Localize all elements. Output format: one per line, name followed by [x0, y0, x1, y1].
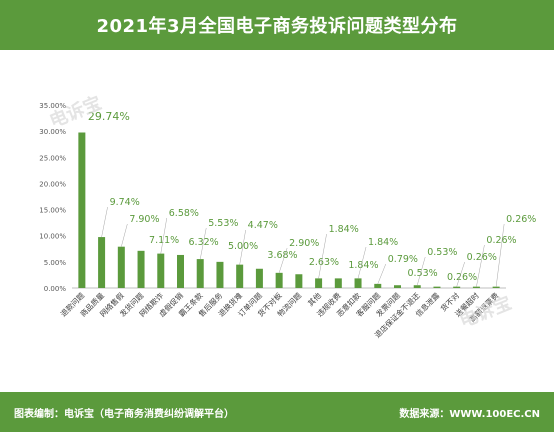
bar	[236, 264, 244, 288]
y-tick-label: 25.00%	[39, 154, 66, 162]
bar-chart: 0.00% 5.00% 10.00% 15.00% 20.00% 25.00% 30.00%…	[39, 102, 536, 340]
label-leader-line	[456, 261, 465, 287]
bar	[117, 246, 125, 288]
bar	[137, 250, 145, 288]
y-tick-label: 35.00%	[39, 102, 66, 110]
data-label: 3.68%	[267, 250, 297, 261]
label-leader-line	[476, 244, 485, 287]
data-label: 0.53%	[427, 247, 457, 258]
label-leader-line	[357, 246, 367, 279]
bar	[315, 278, 323, 288]
chart-credit: 图表编制：电诉宝（电子商务消费纠纷调解平台）	[14, 409, 234, 420]
data-label: 0.79%	[388, 254, 418, 265]
chart-area: 0.00% 5.00% 10.00% 15.00% 20.00% 25.00% 30.00%…	[0, 50, 554, 392]
label-leader-line	[239, 229, 246, 265]
bar	[216, 261, 224, 288]
label-leader-line	[160, 217, 168, 254]
bar	[394, 285, 401, 288]
label-leader-line	[318, 233, 327, 279]
y-tick-label: 30.00%	[39, 128, 66, 136]
data-label: 29.74%	[88, 110, 130, 123]
data-label: 5.53%	[208, 218, 238, 229]
label-leader-line	[495, 223, 505, 287]
data-label: 4.47%	[248, 220, 278, 231]
bar	[255, 268, 263, 288]
bar	[492, 286, 500, 288]
bar	[275, 272, 283, 288]
bar	[472, 286, 480, 288]
chart-header: 2021年3月全国电子商务投诉问题类型分布	[0, 0, 554, 50]
bar	[334, 278, 342, 288]
bar	[196, 259, 204, 288]
data-label: 1.84%	[368, 237, 398, 248]
data-label: 2.63%	[309, 257, 339, 268]
label-leader-line	[101, 206, 108, 238]
y-tick-label: 0.00%	[44, 285, 67, 293]
label-leader-line	[377, 263, 387, 284]
bar	[453, 286, 461, 288]
y-tick-label: 10.00%	[39, 233, 66, 241]
label-leader-line	[121, 223, 128, 247]
chart-footer: 图表编制：电诉宝（电子商务消费纠纷调解平台） 数据来源：WWW.100EC.CN	[0, 392, 554, 432]
bar	[98, 237, 106, 288]
data-label: 0.53%	[408, 268, 438, 279]
data-label: 1.84%	[329, 224, 359, 235]
x-tick-label: 其他	[305, 290, 323, 308]
data-source: 数据来源：WWW.100EC.CN	[399, 409, 540, 420]
label-leader-line	[278, 247, 288, 273]
data-label: 7.11%	[149, 235, 179, 246]
data-label: 7.90%	[129, 214, 159, 225]
data-label: 9.74%	[110, 197, 140, 208]
bar	[374, 283, 382, 288]
y-tick-label: 20.00%	[39, 180, 66, 188]
label-leader-line	[199, 227, 207, 260]
data-label: 6.58%	[169, 208, 199, 219]
y-tick-label: 5.00%	[44, 259, 67, 267]
bar	[413, 285, 421, 288]
y-tick-label: 15.00%	[39, 207, 66, 215]
chart-title: 2021年3月全国电子商务投诉问题类型分布	[96, 16, 458, 37]
bar	[433, 286, 441, 288]
data-label: 0.26%	[447, 272, 477, 283]
bar	[295, 274, 303, 288]
label-leader-line	[416, 256, 426, 286]
data-label: 1.84%	[348, 260, 378, 271]
bar	[157, 253, 165, 288]
data-label: 2.90%	[289, 238, 319, 249]
bar	[354, 278, 362, 288]
bar	[78, 132, 86, 288]
data-label: 0.26%	[486, 235, 516, 246]
data-label: 0.26%	[506, 214, 536, 225]
bar	[177, 254, 184, 288]
